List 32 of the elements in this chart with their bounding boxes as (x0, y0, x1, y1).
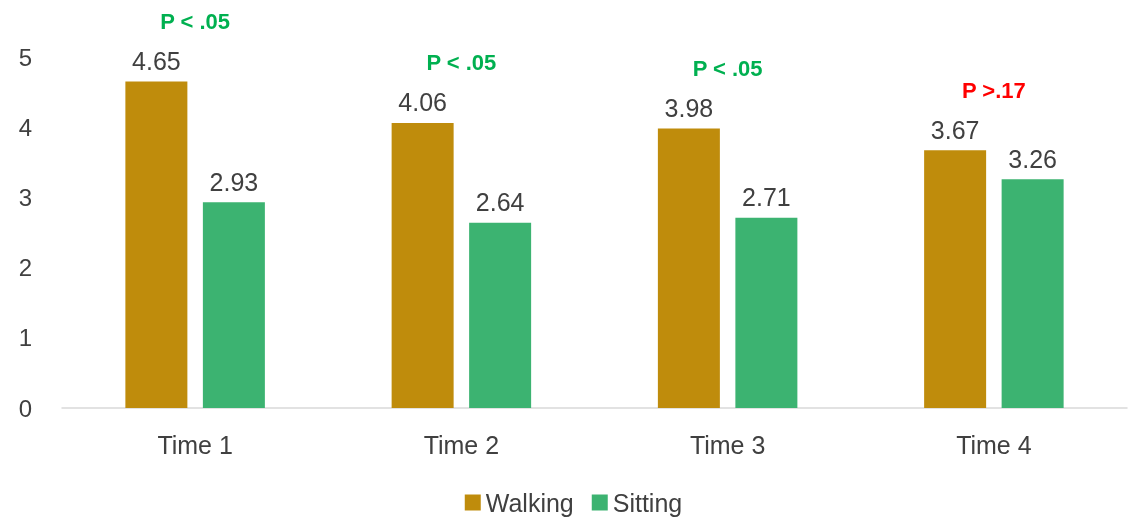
annotation: P < .05 (426, 50, 497, 76)
data-label: 2.71 (742, 183, 791, 212)
data-label: 4.06 (398, 88, 447, 117)
legend-label: Sitting (612, 488, 683, 517)
y-tick-label: 4 (18, 113, 32, 141)
y-tick-label: 3 (18, 183, 32, 211)
annotation: P >.17 (961, 77, 1026, 103)
bar (202, 202, 265, 408)
x-tick-label: Time 1 (157, 430, 233, 459)
data-label: 4.65 (132, 47, 181, 76)
y-tick-label: 5 (18, 43, 32, 71)
bar (391, 122, 454, 408)
bar (1001, 179, 1064, 408)
bar (735, 217, 798, 408)
bar (125, 81, 188, 408)
y-tick-label: 0 (18, 394, 32, 422)
data-label: 3.67 (930, 115, 980, 144)
bar (469, 222, 532, 408)
data-label: 3.26 (1008, 144, 1057, 173)
x-tick-label: Time 3 (689, 430, 766, 459)
bar (657, 128, 720, 408)
y-tick-label: 2 (18, 254, 32, 282)
data-label: 2.93 (209, 167, 259, 196)
y-tick-label: 1 (18, 324, 32, 352)
data-label: 2.64 (475, 188, 525, 217)
data-label: 3.98 (664, 94, 714, 123)
bar (924, 150, 987, 408)
x-tick-label: Time 2 (423, 430, 500, 459)
annotation: P < .05 (692, 56, 763, 82)
text: P < .05 (160, 9, 231, 35)
legend-label: Walking (485, 488, 574, 517)
x-tick-label: Time 4 (956, 430, 1032, 459)
